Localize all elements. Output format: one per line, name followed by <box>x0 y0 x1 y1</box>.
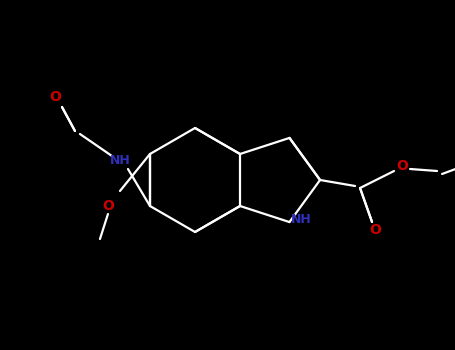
Text: O: O <box>102 199 114 213</box>
Text: NH: NH <box>291 212 312 225</box>
Text: O: O <box>49 90 61 104</box>
Text: NH: NH <box>110 154 130 168</box>
Text: O: O <box>369 223 381 237</box>
Text: O: O <box>396 159 408 173</box>
